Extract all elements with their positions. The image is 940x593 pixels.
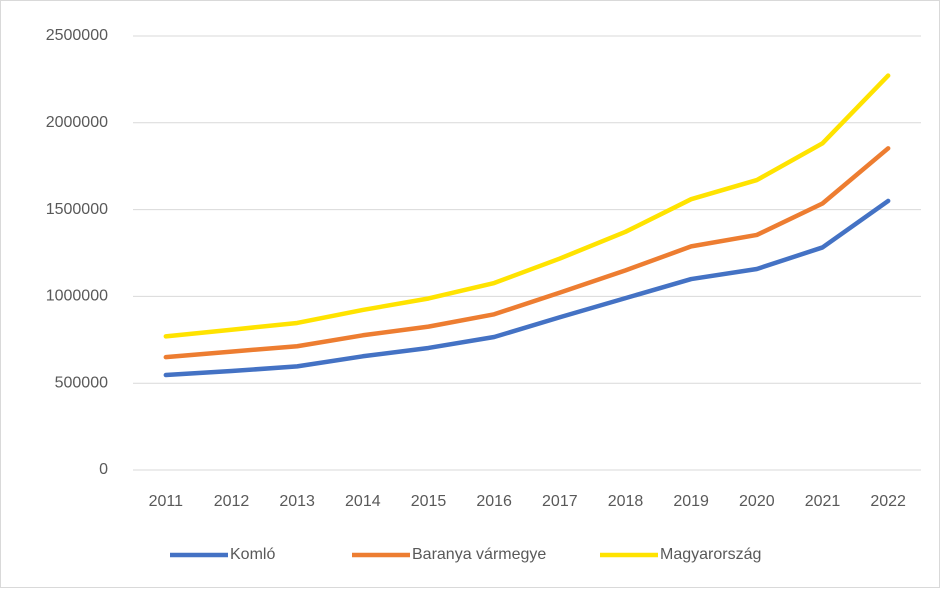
y-tick-label: 0 xyxy=(99,461,108,478)
legend-label: Magyarország xyxy=(660,546,761,563)
y-tick-label: 1000000 xyxy=(46,288,108,305)
series-line xyxy=(163,198,891,378)
x-tick-label: 2022 xyxy=(870,493,906,510)
x-tick-label: 2013 xyxy=(279,493,315,510)
x-tick-label: 2018 xyxy=(608,493,644,510)
y-tick-label: 2500000 xyxy=(46,27,108,44)
x-tick-label: 2020 xyxy=(739,493,775,510)
x-tick-label: 2021 xyxy=(805,493,841,510)
x-tick-label: 2017 xyxy=(542,493,578,510)
y-tick-label: 500000 xyxy=(55,374,108,391)
x-tick-label: 2019 xyxy=(673,493,709,510)
legend-label: Komló xyxy=(230,546,275,563)
legend-label: Baranya vármegye xyxy=(412,546,546,563)
x-tick-label: 2011 xyxy=(149,493,184,510)
y-tick-label: 2000000 xyxy=(46,114,108,131)
series-line xyxy=(163,73,891,339)
x-tick-label: 2016 xyxy=(476,493,512,510)
y-tick-label: 1500000 xyxy=(46,201,108,218)
x-tick-label: 2012 xyxy=(214,493,250,510)
series-line xyxy=(163,146,891,360)
x-tick-label: 2015 xyxy=(411,493,447,510)
x-tick-label: 2014 xyxy=(345,493,381,510)
